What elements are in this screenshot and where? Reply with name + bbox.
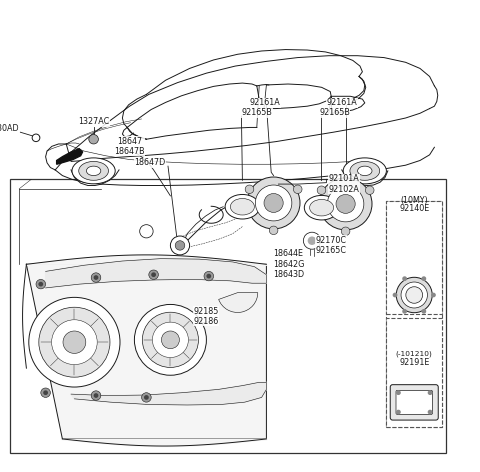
Circle shape	[204, 271, 214, 281]
Circle shape	[206, 274, 211, 278]
Circle shape	[91, 391, 101, 400]
FancyBboxPatch shape	[386, 201, 442, 427]
Circle shape	[94, 275, 98, 280]
Ellipse shape	[86, 166, 101, 176]
Circle shape	[336, 194, 355, 213]
FancyBboxPatch shape	[10, 179, 446, 453]
Circle shape	[317, 186, 326, 194]
Circle shape	[269, 226, 278, 235]
Text: 92191E: 92191E	[399, 357, 430, 367]
Ellipse shape	[350, 161, 380, 180]
Circle shape	[264, 194, 283, 212]
Circle shape	[134, 304, 206, 375]
Text: 1327AC: 1327AC	[78, 117, 109, 126]
Circle shape	[63, 331, 86, 354]
Text: 18647D: 18647D	[134, 158, 166, 168]
Circle shape	[428, 390, 432, 395]
Polygon shape	[71, 382, 266, 405]
Circle shape	[402, 309, 407, 314]
Polygon shape	[26, 264, 266, 439]
Text: (10MY): (10MY)	[400, 196, 428, 205]
FancyBboxPatch shape	[390, 385, 438, 420]
Text: 92185
92186: 92185 92186	[194, 306, 219, 326]
Circle shape	[421, 276, 426, 281]
Circle shape	[428, 410, 432, 414]
Circle shape	[142, 312, 198, 367]
Text: 92101A
92102A: 92101A 92102A	[329, 174, 360, 194]
Circle shape	[38, 282, 43, 287]
Ellipse shape	[79, 161, 108, 180]
Ellipse shape	[304, 195, 339, 220]
Circle shape	[327, 186, 364, 222]
Circle shape	[52, 320, 97, 364]
Circle shape	[396, 410, 401, 414]
Circle shape	[175, 241, 185, 250]
Circle shape	[421, 309, 426, 314]
Text: 92161A: 92161A	[326, 98, 357, 108]
Polygon shape	[46, 259, 266, 288]
Ellipse shape	[396, 278, 432, 312]
Circle shape	[247, 177, 300, 229]
Circle shape	[142, 393, 151, 402]
Text: 18644E
18642G
18643D: 18644E 18642G 18643D	[274, 249, 305, 279]
Circle shape	[41, 388, 50, 397]
Circle shape	[149, 270, 158, 279]
Ellipse shape	[401, 282, 428, 308]
Circle shape	[431, 293, 436, 297]
FancyBboxPatch shape	[386, 201, 442, 314]
Circle shape	[293, 185, 302, 194]
Circle shape	[43, 390, 48, 395]
FancyBboxPatch shape	[396, 390, 432, 414]
Circle shape	[36, 279, 46, 289]
Circle shape	[308, 236, 316, 245]
Text: 1130AD: 1130AD	[0, 124, 19, 133]
Circle shape	[341, 227, 350, 236]
Text: 92165B: 92165B	[319, 108, 350, 118]
Ellipse shape	[310, 199, 334, 216]
Circle shape	[152, 322, 188, 358]
Circle shape	[365, 186, 374, 194]
Circle shape	[39, 307, 110, 377]
Ellipse shape	[230, 198, 254, 215]
Circle shape	[319, 178, 372, 230]
Text: (-101210): (-101210)	[396, 351, 432, 357]
FancyBboxPatch shape	[386, 319, 442, 427]
Circle shape	[94, 393, 98, 398]
Circle shape	[303, 232, 321, 249]
Circle shape	[396, 390, 401, 395]
Text: 92140E: 92140E	[399, 204, 430, 213]
Circle shape	[151, 272, 156, 277]
Circle shape	[161, 331, 180, 349]
Text: 92170C
92165C: 92170C 92165C	[316, 236, 347, 255]
Ellipse shape	[406, 287, 422, 303]
Circle shape	[29, 297, 120, 387]
Circle shape	[144, 395, 149, 400]
Circle shape	[170, 236, 190, 255]
Circle shape	[393, 293, 397, 297]
Ellipse shape	[225, 194, 260, 219]
Ellipse shape	[358, 166, 372, 176]
Text: 18647
18647B: 18647 18647B	[114, 136, 145, 156]
Polygon shape	[57, 149, 83, 164]
Text: 92165B: 92165B	[241, 108, 272, 118]
Text: 92161A: 92161A	[250, 98, 280, 108]
Wedge shape	[219, 293, 258, 312]
Ellipse shape	[72, 158, 115, 184]
Ellipse shape	[343, 158, 386, 184]
Circle shape	[255, 185, 292, 221]
Circle shape	[140, 225, 153, 238]
Circle shape	[402, 276, 407, 281]
Circle shape	[89, 135, 98, 144]
Circle shape	[32, 134, 40, 142]
Circle shape	[91, 273, 101, 282]
Circle shape	[245, 185, 254, 194]
